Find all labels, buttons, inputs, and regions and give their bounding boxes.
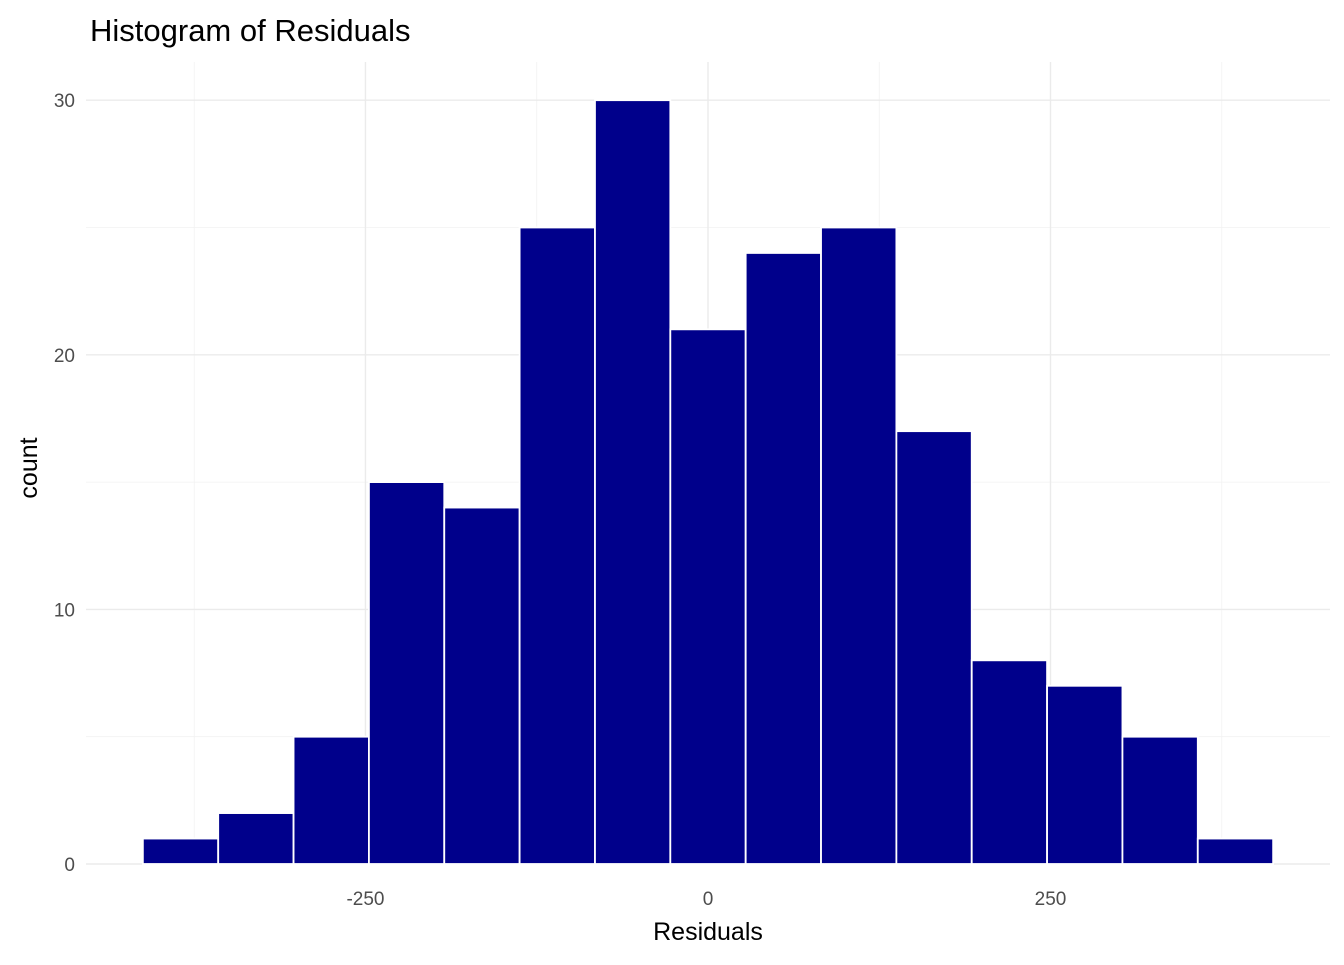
histogram-bar-7 xyxy=(594,99,672,865)
histogram-bar-2 xyxy=(217,812,295,865)
histogram-bar-11 xyxy=(895,430,973,865)
histogram-bar-9 xyxy=(744,252,822,865)
chart-title: Histogram of Residuals xyxy=(90,13,410,48)
y-tick-label: 30 xyxy=(54,91,75,112)
histogram-bar-8 xyxy=(669,328,747,865)
x-tick-label: 250 xyxy=(1035,889,1067,910)
x-axis-title: Residuals xyxy=(653,918,763,946)
histogram-bar-1 xyxy=(141,837,220,865)
x-tick-label: -250 xyxy=(346,889,384,910)
histogram-bar-13 xyxy=(1046,684,1124,865)
histogram-bar-12 xyxy=(970,659,1048,865)
x-tick-label: 0 xyxy=(703,889,714,910)
histogram-bar-3 xyxy=(292,735,370,865)
histogram-bar-14 xyxy=(1121,735,1199,865)
histogram-bars xyxy=(141,99,1275,865)
histogram-bar-10 xyxy=(820,226,898,865)
y-tick-label: 10 xyxy=(54,600,75,621)
x-axis-tick-labels: -250 0 250 xyxy=(346,889,1066,910)
histogram-bar-15 xyxy=(1196,837,1275,865)
y-tick-label: 20 xyxy=(54,346,75,367)
histogram-bar-4 xyxy=(368,481,446,865)
y-tick-label: 0 xyxy=(64,855,75,876)
y-axis-title: count xyxy=(15,437,43,498)
histogram-bar-5 xyxy=(443,506,521,865)
histogram-bar-6 xyxy=(518,226,596,865)
y-axis-tick-labels: 0 10 20 30 xyxy=(54,91,75,876)
